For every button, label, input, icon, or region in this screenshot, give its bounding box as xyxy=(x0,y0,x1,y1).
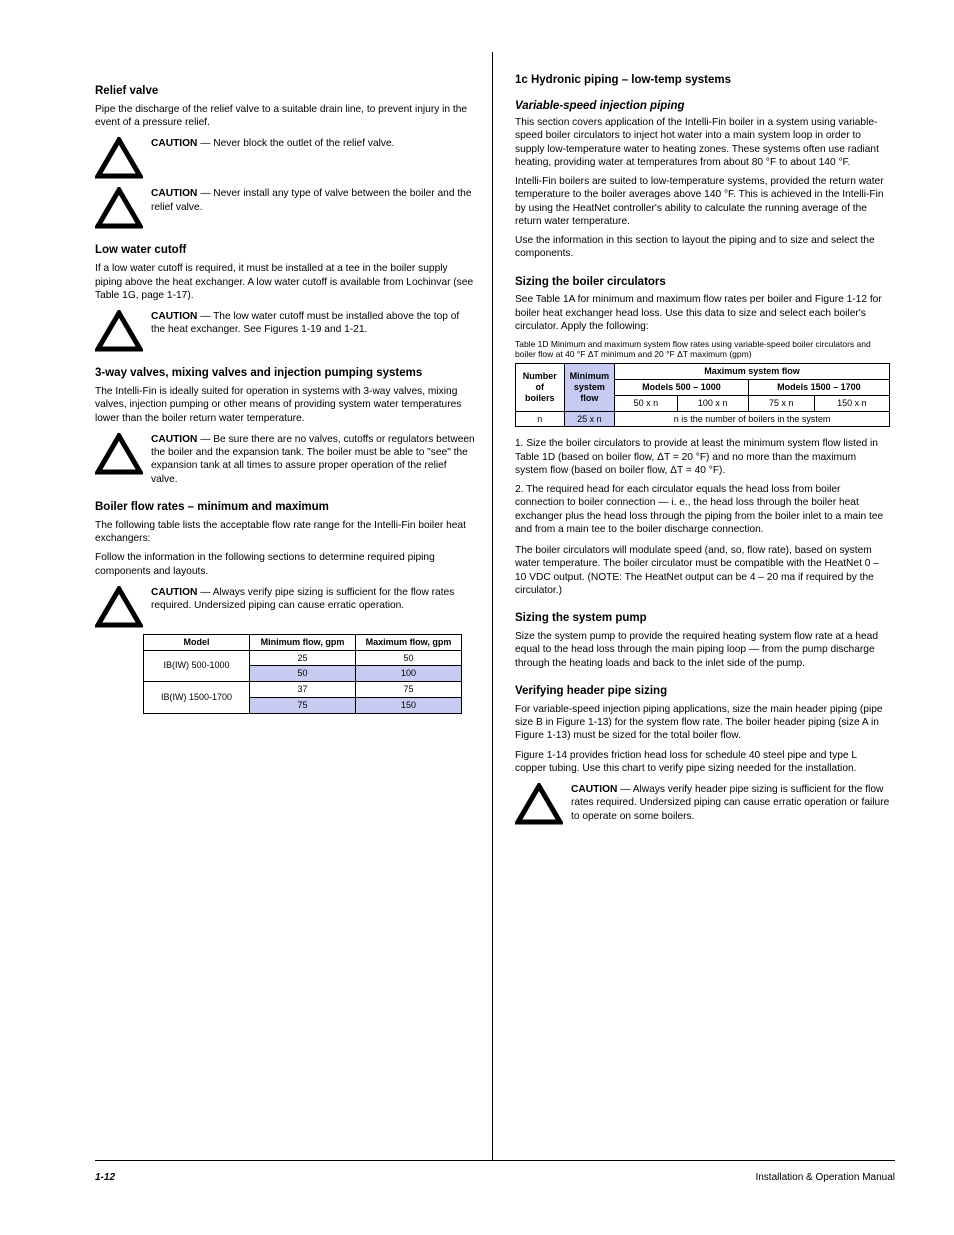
warning-triangle-icon xyxy=(95,137,143,179)
table-cell: IB(IW) 500-1000 xyxy=(144,650,250,682)
table-cell: IB(IW) 1500-1700 xyxy=(144,682,250,714)
th-min-flow: Minimum system flow xyxy=(564,364,615,411)
th-max-flow: Maximum system flow xyxy=(615,364,890,380)
sizing-item-1: 1. Size the boiler circulators to provid… xyxy=(515,437,890,477)
table-cell: 100 x n xyxy=(677,395,748,411)
table-1d-caption: Table 1D Minimum and maximum system flow… xyxy=(515,339,890,359)
table-cell: 75 xyxy=(356,682,462,698)
th-models-a: Models 500 – 1000 xyxy=(615,379,749,395)
sizing-syspump-para: Size the system pump to provide the requ… xyxy=(515,630,890,670)
flow-rates-para1: The following table lists the acceptable… xyxy=(95,519,475,546)
warning-triangle-icon xyxy=(515,783,563,825)
caution-5-text: CAUTION — Always verify pipe sizing is s… xyxy=(151,586,475,613)
footer-title: Installation & Operation Manual xyxy=(755,1172,895,1183)
page-footer: 1-12 Installation & Operation Manual xyxy=(95,1172,895,1183)
sizing-item-2: 2. The required head for each circulator… xyxy=(515,483,890,536)
table-cell: 100 xyxy=(356,666,462,682)
three-way-para: The Intelli-Fin is ideally suited for op… xyxy=(95,385,475,425)
table-cell: 50 xyxy=(250,666,356,682)
th-models-b: Models 1500 – 1700 xyxy=(748,379,889,395)
table-row: Model Minimum flow, gpm Maximum flow, gp… xyxy=(144,634,462,650)
vs-para3: Use the information in this section to l… xyxy=(515,234,890,261)
caution-4-body: Be sure there are no valves, cutoffs or … xyxy=(151,434,475,485)
caution-3-text: CAUTION — The low water cutoff must be i… xyxy=(151,310,475,337)
caution-4: CAUTION — Be sure there are no valves, c… xyxy=(95,433,475,486)
table-cell: n xyxy=(516,411,565,427)
flow-rates-heading: Boiler flow rates – minimum and maximum xyxy=(95,500,475,515)
caution-1: CAUTION — Never block the outlet of the … xyxy=(95,137,475,179)
caution-6-text: CAUTION — Always verify header pipe sizi… xyxy=(571,783,890,823)
three-way-heading: 3-way valves, mixing valves and injectio… xyxy=(95,366,475,381)
caution-5: CAUTION — Always verify pipe sizing is s… xyxy=(95,586,475,628)
caution-2-text: CAUTION — Never install any type of valv… xyxy=(151,187,475,214)
table-header-min: Minimum flow, gpm xyxy=(250,634,356,650)
relief-valve-heading: Relief valve xyxy=(95,84,475,99)
section-1c-heading: 1c Hydronic piping – low-temp systems xyxy=(515,74,890,86)
table-row: IB(IW) 500-1000 25 50 xyxy=(144,650,462,666)
caution-1-body: Never block the outlet of the relief val… xyxy=(213,138,394,149)
warning-triangle-icon xyxy=(95,433,143,475)
caution-2-body: Never install any type of valve between … xyxy=(151,188,472,212)
caution-4-text: CAUTION — Be sure there are no valves, c… xyxy=(151,433,475,486)
table-1d: Number of boilers Minimum system flow Ma… xyxy=(515,363,890,427)
verify-header-heading: Verifying header pipe sizing xyxy=(515,684,890,699)
vertical-divider xyxy=(492,52,493,1160)
verify-para2: Figure 1-14 provides friction head loss … xyxy=(515,749,890,776)
warning-triangle-icon xyxy=(95,310,143,352)
table-cell: 75 x n xyxy=(748,395,814,411)
sizing-para2: The boiler circulators will modulate spe… xyxy=(515,544,890,597)
left-column: Relief valve Pipe the discharge of the r… xyxy=(95,70,475,714)
variable-speed-subheading: Variable-speed injection piping xyxy=(515,100,890,112)
table-cell: 50 x n xyxy=(615,395,677,411)
flow-rate-table: Model Minimum flow, gpm Maximum flow, gp… xyxy=(143,634,462,714)
low-water-para: If a low water cutoff is required, it mu… xyxy=(95,262,475,302)
table-header-model: Model xyxy=(144,634,250,650)
caution-6: CAUTION — Always verify header pipe sizi… xyxy=(515,783,890,825)
table-cell: 37 xyxy=(250,682,356,698)
warning-triangle-icon xyxy=(95,187,143,229)
th-num-boilers: Number of boilers xyxy=(516,364,565,411)
table-row: Number of boilers Minimum system flow Ma… xyxy=(516,364,890,380)
vs-para1: This section covers application of the I… xyxy=(515,116,890,169)
caution-1-text: CAUTION — Never block the outlet of the … xyxy=(151,137,475,150)
flow-rates-para2: Follow the information in the following … xyxy=(95,551,475,578)
table-cell: 150 xyxy=(356,697,462,713)
warning-triangle-icon xyxy=(95,586,143,628)
table-cell: 75 xyxy=(250,697,356,713)
caution-5-body: Always verify pipe sizing is sufficient … xyxy=(151,587,454,611)
relief-valve-para: Pipe the discharge of the relief valve t… xyxy=(95,103,475,130)
caution-3-body: The low water cutoff must be installed a… xyxy=(151,311,459,335)
table-header-max: Maximum flow, gpm xyxy=(356,634,462,650)
sizing-circ-heading: Sizing the boiler circulators xyxy=(515,275,890,290)
caution-2: CAUTION — Never install any type of valv… xyxy=(95,187,475,229)
caution-3: CAUTION — The low water cutoff must be i… xyxy=(95,310,475,352)
table-cell: 25 x n xyxy=(564,411,615,427)
sizing-circ-para1: See Table 1A for minimum and maximum flo… xyxy=(515,293,890,333)
table-row: n 25 x n n is the number of boilers in t… xyxy=(516,411,890,427)
verify-para1: For variable-speed injection piping appl… xyxy=(515,703,890,743)
right-column: 1c Hydronic piping – low-temp systems Va… xyxy=(515,70,890,831)
caution-6-body: Always verify header pipe sizing is suff… xyxy=(571,784,889,822)
sizing-syspump-heading: Sizing the system pump xyxy=(515,611,890,626)
vs-para2: Intelli-Fin boilers are suited to low-te… xyxy=(515,175,890,228)
horizontal-divider xyxy=(95,1160,895,1161)
table-cell: 25 xyxy=(250,650,356,666)
table-row: IB(IW) 1500-1700 37 75 xyxy=(144,682,462,698)
low-water-heading: Low water cutoff xyxy=(95,243,475,258)
table-cell: 50 xyxy=(356,650,462,666)
table-cell: 150 x n xyxy=(814,395,889,411)
page-number: 1-12 xyxy=(95,1172,115,1183)
table-cell-footnote: n is the number of boilers in the system xyxy=(615,411,890,427)
